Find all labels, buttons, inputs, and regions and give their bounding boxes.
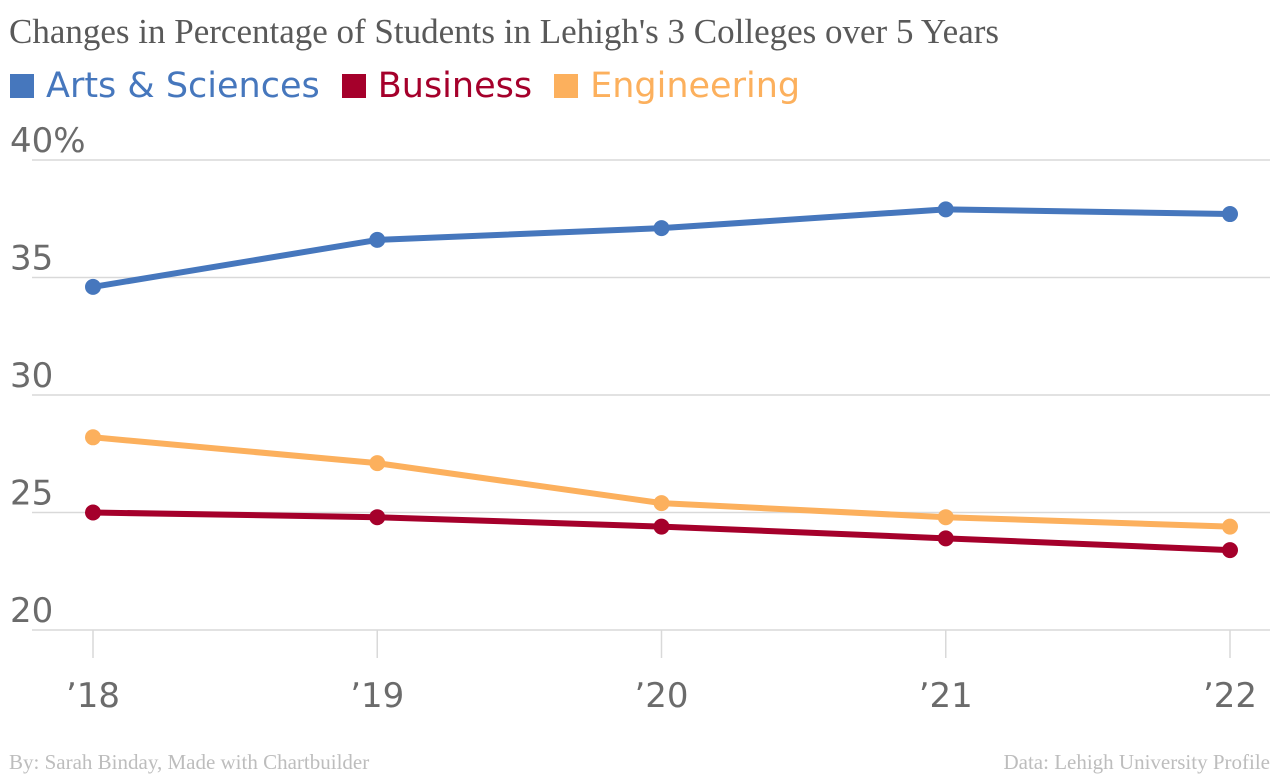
data-point-arts-sciences-0 [85, 278, 101, 295]
data-point-business-0 [85, 504, 101, 521]
data-point-arts-sciences-2 [653, 220, 670, 237]
series-arts-sciences [85, 201, 1238, 295]
data-point-business-4 [1222, 542, 1238, 559]
series-engineering [85, 429, 1238, 535]
legend-swatch-engineering [554, 74, 579, 98]
footer-source: Data: Lehigh University Profile [1003, 750, 1270, 774]
series-business [85, 504, 1238, 559]
x-tick-label-1: ’19 [350, 676, 404, 716]
data-point-engineering-1 [369, 455, 386, 472]
chart-title: Changes in Percentage of Students in Leh… [9, 12, 1000, 51]
x-axis-ticks: ’18 ’19 ’20 ’21 ’22 [66, 630, 1257, 716]
x-tick-label-2: ’20 [634, 676, 688, 716]
y-axis-ticks: 40% 35 30 25 20 [10, 121, 86, 631]
legend-swatch-arts-sciences [10, 74, 34, 98]
x-tick-label-3: ’21 [919, 676, 973, 716]
y-tick-label-25: 25 [10, 474, 53, 514]
legend: Arts & Sciences Business Engineering [10, 66, 822, 106]
legend-item-engineering: Engineering [554, 66, 800, 106]
series-layer [85, 201, 1238, 559]
data-point-business-2 [653, 518, 670, 535]
data-point-arts-sciences-1 [369, 231, 386, 248]
data-point-arts-sciences-4 [1222, 206, 1238, 223]
data-point-business-3 [937, 530, 954, 547]
x-tick-label-0: ’18 [66, 676, 120, 716]
data-point-engineering-3 [937, 509, 954, 526]
data-point-business-1 [369, 509, 386, 526]
legend-label-business: Business [377, 66, 533, 106]
legend-label-arts-sciences: Arts & Sciences [46, 66, 320, 106]
data-point-arts-sciences-3 [937, 201, 954, 218]
legend-item-arts-sciences: Arts & Sciences [10, 66, 320, 106]
y-tick-label-40: 40% [10, 121, 86, 161]
legend-item-business: Business [341, 66, 533, 106]
legend-label-engineering: Engineering [590, 66, 801, 106]
y-tick-label-20: 20 [10, 591, 53, 631]
data-point-engineering-0 [85, 429, 101, 446]
data-point-engineering-4 [1222, 518, 1238, 535]
y-tick-label-30: 30 [10, 356, 53, 396]
footer-credit: By: Sarah Binday, Made with Chartbuilder [9, 750, 370, 774]
data-point-engineering-2 [653, 495, 670, 512]
y-tick-label-35: 35 [10, 239, 53, 279]
legend-swatch-business [341, 74, 366, 98]
x-tick-label-4: ’22 [1203, 676, 1257, 716]
